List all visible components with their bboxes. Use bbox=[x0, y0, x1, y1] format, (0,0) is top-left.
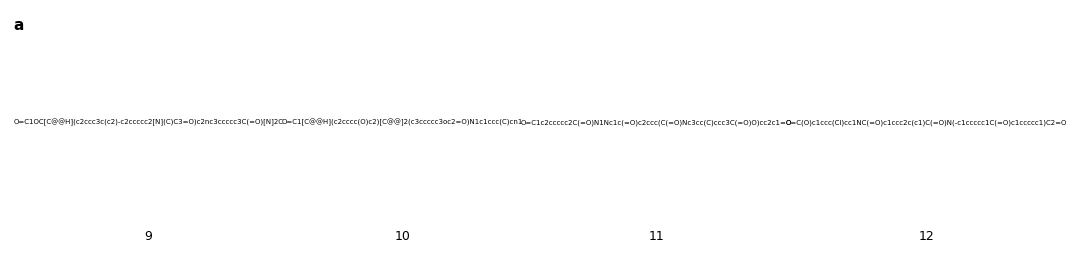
Text: O=C1[C@@H](c2cccc(O)c2)[C@@]2(c3ccccc3oc2=O)N1c1ccc(C)cn1: O=C1[C@@H](c2cccc(O)c2)[C@@]2(c3ccccc3oc… bbox=[282, 118, 523, 126]
Text: 12: 12 bbox=[918, 229, 934, 242]
Text: O=C(O)c1ccc(Cl)cc1NC(=O)c1ccc2c(c1)C(=O)N(-c1ccccc1C(=O)c1ccccc1)C2=O: O=C(O)c1ccc(Cl)cc1NC(=O)c1ccc2c(c1)C(=O)… bbox=[785, 119, 1067, 125]
Text: 10: 10 bbox=[394, 229, 410, 242]
Text: a: a bbox=[13, 18, 24, 33]
Text: O=C1c2ccccc2C(=O)N1Nc1c(=O)c2ccc(C(=O)Nc3cc(C)ccc3C(=O)O)cc2c1=O: O=C1c2ccccc2C(=O)N1Nc1c(=O)c2ccc(C(=O)Nc… bbox=[521, 119, 792, 125]
Text: 9: 9 bbox=[145, 229, 152, 242]
Text: O=C1OC[C@@H](c2ccc3c(c2)-c2ccccc2[N](C)C3=O)c2nc3ccccc3C(=O)[N]2C: O=C1OC[C@@H](c2ccc3c(c2)-c2ccccc2[N](C)C… bbox=[13, 118, 283, 126]
Text: 11: 11 bbox=[648, 229, 664, 242]
